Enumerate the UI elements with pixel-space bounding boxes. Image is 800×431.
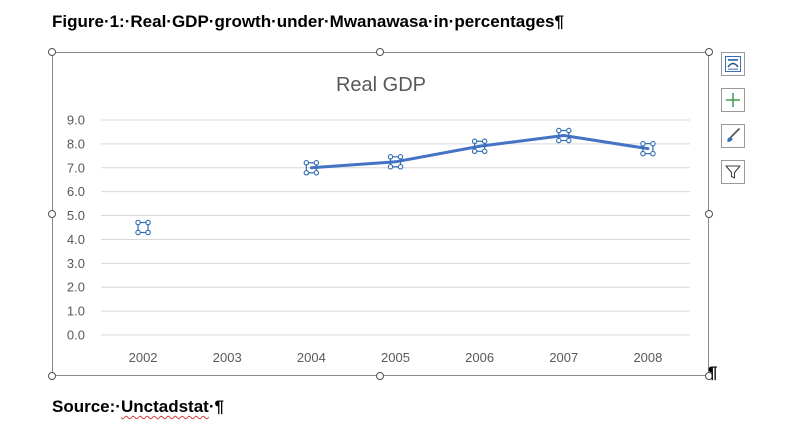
data-point-marker[interactable] [471, 138, 488, 155]
x-tick-label: 2005 [381, 350, 410, 365]
x-tick-label: 2004 [297, 350, 326, 365]
x-tick-label: 2008 [633, 350, 662, 365]
x-tick-label: 2007 [549, 350, 578, 365]
chart-filters-button[interactable] [721, 160, 745, 184]
chart-layout-icon [725, 56, 741, 72]
filter-icon [725, 165, 741, 179]
resize-handle-bottom-right[interactable] [705, 372, 713, 380]
resize-handle-bottom[interactable] [376, 372, 384, 380]
source-line: Source:·Unctadstat·¶ [52, 397, 224, 417]
data-point-marker[interactable] [640, 140, 656, 157]
y-tick-label: 9.0 [67, 113, 85, 128]
chart-layout-button[interactable] [721, 52, 745, 76]
resize-handle-top-right[interactable] [705, 48, 713, 56]
resize-handle-right[interactable] [705, 210, 713, 218]
chart-title[interactable]: Real GDP [336, 74, 426, 96]
data-point-marker[interactable] [135, 219, 151, 236]
y-tick-label: 5.0 [67, 208, 85, 223]
data-point-marker[interactable] [387, 154, 404, 170]
x-tick-label: 2002 [129, 350, 158, 365]
plus-icon [726, 93, 740, 107]
data-point-marker[interactable] [303, 160, 320, 176]
y-tick-label: 6.0 [67, 184, 85, 199]
chart-object[interactable]: Real GDP 0.0 1.0 2.0 3.0 4.0 5.0 6.0 7.0 8.0 9.0 … [52, 52, 709, 376]
resize-handle-top-left[interactable] [48, 48, 56, 56]
chart-styles-button[interactable] [721, 124, 745, 148]
data-point-marker[interactable] [556, 127, 572, 144]
paragraph-mark: ¶ [708, 363, 718, 382]
resize-handle-top[interactable] [376, 48, 384, 56]
line-chart[interactable]: Real GDP 0.01.02.03.04.05.06.07.08.09.0 … [53, 53, 710, 377]
y-tick-label: 7.0 [67, 160, 85, 175]
brush-icon [727, 128, 740, 142]
y-tick-label: 0.0 [67, 328, 85, 343]
series-line[interactable] [309, 134, 650, 170]
figure-caption: Figure·1:·Real·GDP·growth·under·Mwanawas… [52, 12, 564, 31]
y-tick-label: 4.0 [67, 232, 85, 247]
y-tick-label: 3.0 [67, 256, 85, 271]
y-tick-label: 2.0 [67, 280, 85, 295]
y-tick-label: 8.0 [67, 136, 85, 151]
source-prefix: Source:· [52, 397, 121, 416]
x-tick-label: 2006 [465, 350, 494, 365]
source-name: Unctadstat [120, 397, 209, 416]
source-suffix: ·¶ [208, 397, 224, 416]
y-tick-label: 1.0 [67, 304, 85, 319]
x-tick-label: 2003 [213, 350, 242, 365]
chart-elements-button[interactable] [721, 88, 745, 112]
resize-handle-bottom-left[interactable] [48, 372, 56, 380]
resize-handle-left[interactable] [48, 210, 56, 218]
